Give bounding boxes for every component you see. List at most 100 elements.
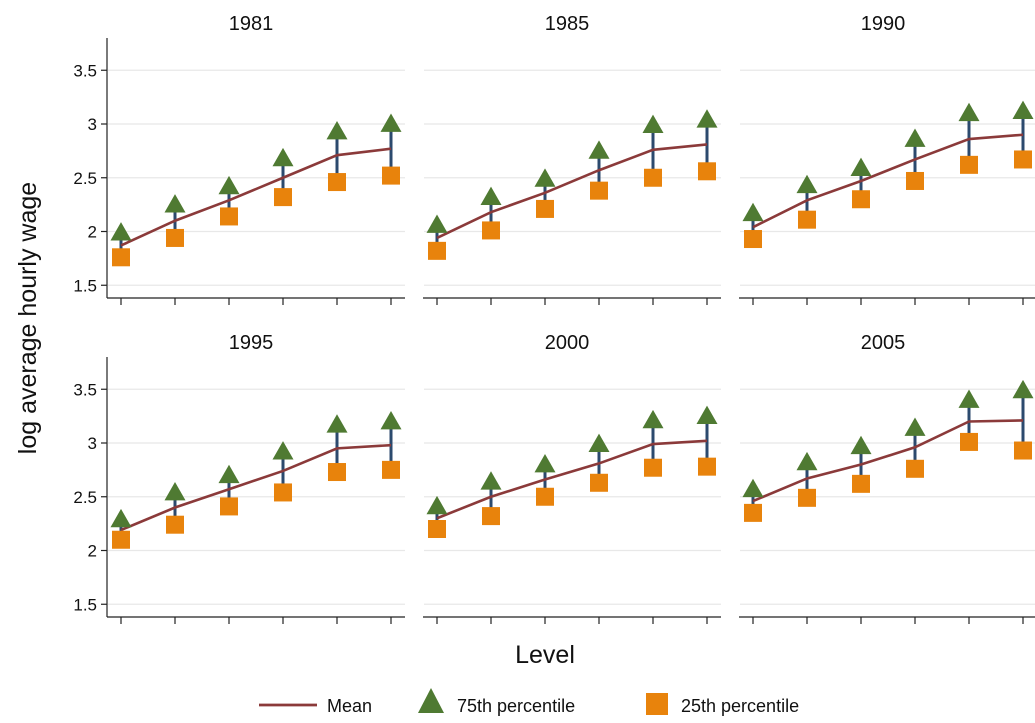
- p25-marker: [382, 166, 400, 185]
- legend: Mean 75th percentile 25th percentile: [259, 688, 799, 716]
- mean-line: [120, 147, 392, 247]
- p25-marker: [112, 530, 130, 549]
- p75-marker: [426, 214, 448, 233]
- p75-marker: [742, 478, 764, 498]
- y-tick-label: 3: [88, 115, 97, 134]
- y-tick-label: 2: [88, 542, 97, 561]
- p75-marker: [326, 414, 348, 433]
- panel-title: 2000: [545, 332, 590, 354]
- p25-marker: [112, 248, 130, 267]
- p25-marker: [1014, 150, 1032, 169]
- p75-marker: [958, 102, 980, 122]
- p25-marker: [798, 210, 816, 229]
- y-tick-label: 2.5: [73, 169, 97, 188]
- panel-1981: 1981 1.5 2 2.5 3 3.5: [73, 13, 405, 305]
- p25-marker: [644, 168, 662, 187]
- p25-marker: [536, 199, 554, 218]
- y-axis-title: log average hourly wage: [14, 182, 42, 454]
- p25-marker: [960, 432, 978, 451]
- p75-marker: [272, 441, 294, 460]
- panel-title: 1985: [545, 13, 590, 35]
- p75-marker: [218, 464, 240, 484]
- p25-marker: [328, 463, 346, 482]
- p75-marker: [796, 451, 818, 471]
- panel-2000: 2000: [423, 332, 721, 624]
- p75-marker: [534, 168, 556, 187]
- p75-marker: [110, 222, 132, 241]
- p25-marker: [166, 515, 184, 534]
- p25-marker: [328, 173, 346, 192]
- p25-marker: [1014, 441, 1032, 460]
- p25-marker: [274, 483, 292, 502]
- p75-marker: [110, 508, 132, 528]
- p25-marker: [428, 241, 446, 260]
- p75-marker: [326, 121, 348, 140]
- legend-swatch-p75: [418, 688, 444, 713]
- panel-title: 1995: [229, 332, 274, 354]
- p75-marker: [696, 109, 718, 128]
- p25-marker: [744, 230, 762, 249]
- p75-marker: [642, 114, 664, 133]
- p25-marker: [428, 520, 446, 538]
- p25-marker: [482, 507, 500, 526]
- panel-1990: 1990: [739, 13, 1035, 305]
- p75-marker: [642, 409, 664, 429]
- mean-line: [436, 439, 708, 520]
- p25-marker: [852, 474, 870, 493]
- p25-marker: [906, 171, 924, 190]
- panel-1995: 1995 1.5 2 2.5 3 3.5: [73, 332, 405, 624]
- y-tick-label: 3: [88, 434, 97, 453]
- y-tick-label: 1.5: [73, 276, 97, 295]
- p25-marker: [590, 181, 608, 200]
- p25-marker: [960, 155, 978, 174]
- p25-marker: [220, 207, 238, 226]
- p25-marker: [744, 503, 762, 522]
- p75-marker: [904, 128, 926, 147]
- p75-marker: [380, 113, 402, 132]
- p75-marker: [850, 435, 872, 455]
- p75-marker: [480, 471, 502, 490]
- p25-marker: [220, 497, 238, 516]
- legend-swatch-p25: [646, 693, 668, 715]
- p25-marker: [906, 459, 924, 478]
- legend-label-mean: Mean: [327, 696, 372, 716]
- y-tick-label: 1.5: [73, 595, 97, 614]
- p25-marker: [274, 188, 292, 207]
- panel-title: 2005: [861, 332, 906, 354]
- y-tick-label: 2.5: [73, 488, 97, 507]
- panel-2005: 2005: [739, 332, 1035, 624]
- p75-marker: [958, 389, 980, 408]
- p75-marker: [588, 140, 610, 159]
- mean-line: [752, 133, 1024, 229]
- p75-marker: [588, 433, 610, 452]
- legend-label-p75: 75th percentile: [457, 696, 575, 716]
- p25-marker: [590, 473, 608, 492]
- p25-marker: [382, 460, 400, 479]
- p75-marker: [696, 405, 718, 424]
- p25-marker: [798, 488, 816, 507]
- panel-title: 1981: [229, 13, 274, 35]
- y-tick-label: 3.5: [73, 380, 97, 399]
- x-axis-title: Level: [515, 641, 575, 669]
- p25-marker: [698, 162, 716, 181]
- p75-marker: [164, 194, 186, 213]
- p75-marker: [904, 417, 926, 436]
- y-tick-label: 2: [88, 223, 97, 242]
- mean-line: [120, 443, 392, 532]
- p75-marker: [1012, 379, 1034, 399]
- p25-marker: [698, 457, 716, 476]
- p75-marker: [742, 202, 764, 222]
- p75-marker: [272, 147, 294, 167]
- p75-marker: [796, 174, 818, 194]
- mean-line: [752, 419, 1024, 503]
- p75-marker: [1012, 100, 1034, 119]
- p75-marker: [850, 157, 872, 176]
- p25-marker: [536, 487, 554, 506]
- p25-marker: [482, 221, 500, 240]
- panel-title: 1990: [861, 13, 906, 35]
- legend-label-p25: 25th percentile: [681, 696, 799, 716]
- p25-marker: [166, 228, 184, 247]
- p75-marker: [380, 411, 402, 430]
